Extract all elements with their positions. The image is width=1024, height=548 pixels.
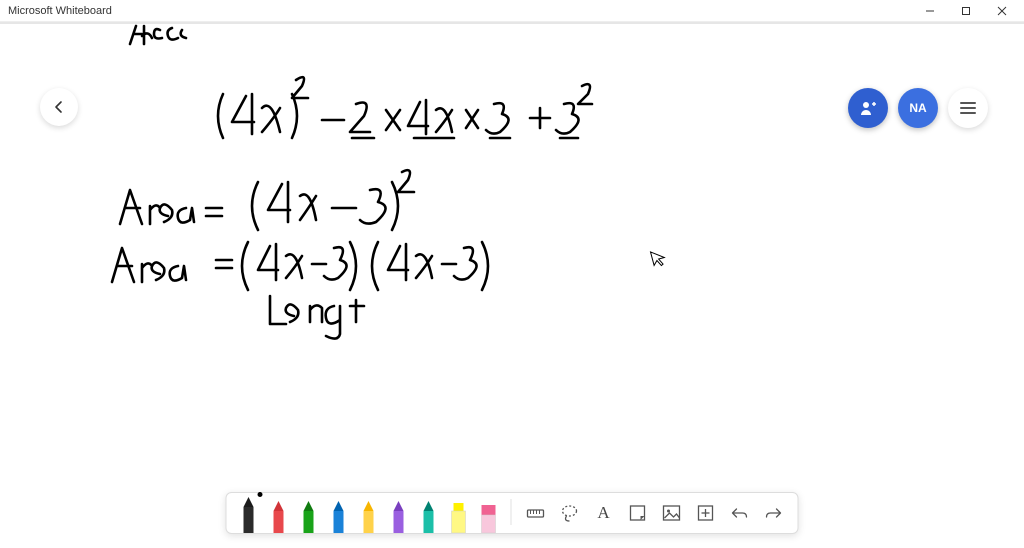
hamburger-icon [960, 102, 976, 114]
toolbar: A [226, 492, 799, 534]
toolbar-separator [511, 499, 512, 525]
text-icon[interactable]: A [590, 499, 618, 527]
pen-blue[interactable] [327, 495, 351, 533]
pen-red[interactable] [267, 495, 291, 533]
invite-button[interactable] [848, 88, 888, 128]
pen-teal[interactable] [417, 495, 441, 533]
settings-menu-button[interactable] [948, 88, 988, 128]
redo-icon[interactable] [760, 499, 788, 527]
app-title: Microsoft Whiteboard [8, 5, 112, 17]
titlebar-left: Microsoft Whiteboard [8, 5, 112, 17]
add-icon[interactable] [692, 499, 720, 527]
minimize-button[interactable] [912, 1, 948, 21]
app-window: Microsoft Whiteboard [0, 0, 1024, 548]
back-button-wrap [40, 88, 78, 126]
pen-black[interactable] [237, 495, 261, 533]
pen-yellow[interactable] [357, 495, 381, 533]
header-right: NA [848, 88, 988, 128]
image-icon[interactable] [658, 499, 686, 527]
pen-green[interactable] [297, 495, 321, 533]
text-glyph: A [597, 503, 609, 523]
maximize-button[interactable] [948, 1, 984, 21]
undo-icon[interactable] [726, 499, 754, 527]
eraser[interactable] [477, 495, 501, 533]
highlighter[interactable] [447, 495, 471, 533]
window-controls [912, 1, 1020, 21]
cursor-icon [649, 248, 668, 274]
note-icon[interactable] [624, 499, 652, 527]
arrow-left-icon [51, 99, 67, 115]
ruler-icon[interactable] [522, 499, 550, 527]
back-button[interactable] [40, 88, 78, 126]
pen-purple[interactable] [387, 495, 411, 533]
lasso-icon[interactable] [556, 499, 584, 527]
canvas[interactable]: NA [0, 24, 1024, 548]
titlebar: Microsoft Whiteboard [0, 0, 1024, 22]
close-button[interactable] [984, 1, 1020, 21]
user-initials: NA [909, 101, 926, 115]
user-avatar[interactable]: NA [898, 88, 938, 128]
person-plus-icon [859, 99, 877, 117]
